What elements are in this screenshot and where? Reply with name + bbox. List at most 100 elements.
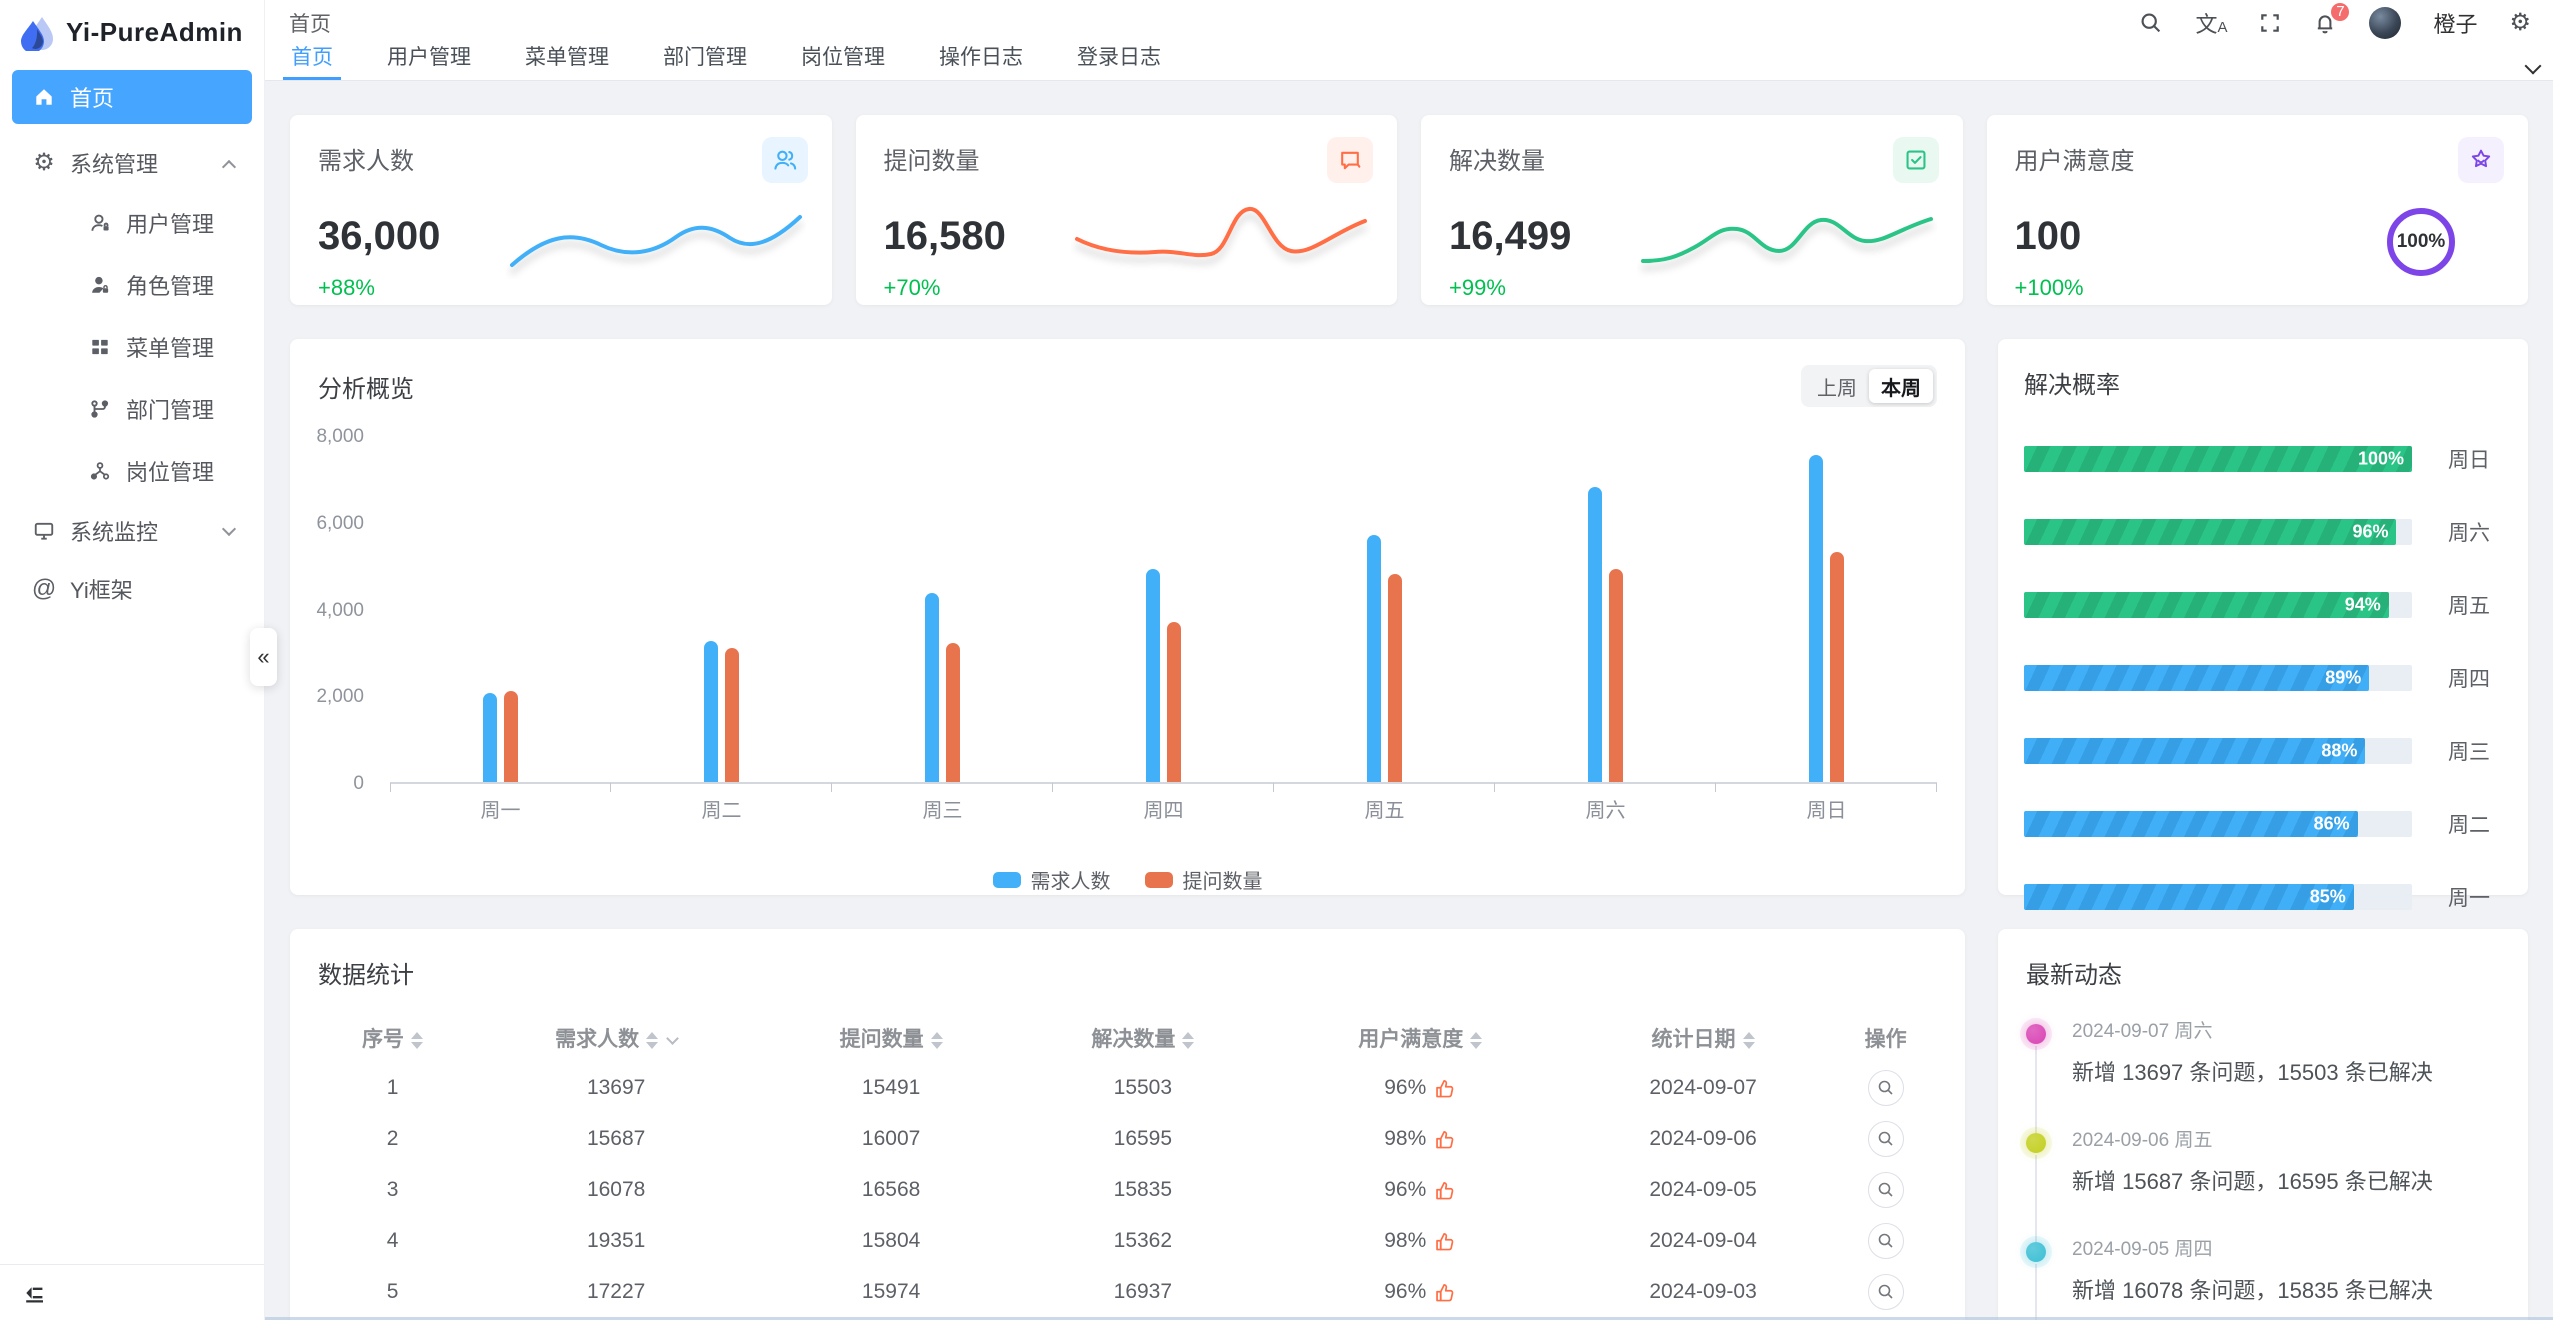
stat-value: 16,499 bbox=[1449, 214, 1572, 258]
tab-部门管理[interactable]: 部门管理 bbox=[663, 46, 747, 69]
sort-carets-icon[interactable] bbox=[1470, 1031, 1483, 1049]
progress-track: 94% bbox=[2024, 592, 2412, 618]
filter-chevron-icon[interactable] bbox=[666, 1032, 680, 1045]
chevron-down-icon bbox=[221, 521, 237, 537]
breadcrumb[interactable]: 首页 bbox=[289, 12, 331, 36]
timeline-dot bbox=[2026, 1133, 2046, 1153]
tabs-more-chevron-icon[interactable] bbox=[2524, 57, 2542, 75]
table-row: 2 15687 16007 16595 98% 2024-09-06 bbox=[318, 1113, 1937, 1164]
bar-需求人数 bbox=[1367, 534, 1381, 782]
sort-carets-icon[interactable] bbox=[1182, 1031, 1195, 1049]
sort-carets-icon[interactable] bbox=[1742, 1031, 1755, 1049]
stat-card-demand: 需求人数 36,000 +88% bbox=[290, 115, 832, 305]
bar-提问数量 bbox=[725, 647, 739, 782]
sidebar: Yi-PureAdmin 首页 ⚙ 系统管理 用户管理 角色管理 菜单管理 部门 bbox=[0, 0, 277, 1320]
toggle-本周[interactable]: 本周 bbox=[1869, 369, 1933, 403]
toggle-上周[interactable]: 上周 bbox=[1805, 369, 1869, 403]
menu-grid-icon bbox=[88, 336, 112, 358]
bar-提问数量 bbox=[1167, 621, 1181, 782]
sort-carets-icon[interactable] bbox=[411, 1031, 424, 1049]
col-header-需求人数[interactable]: 需求人数 bbox=[467, 1014, 765, 1062]
sidebar-item-label: 岗位管理 bbox=[126, 460, 215, 485]
bar-group-周一 bbox=[390, 437, 611, 792]
sidebar-item-label: 菜单管理 bbox=[126, 336, 215, 361]
col-header-序号[interactable]: 序号 bbox=[318, 1014, 467, 1062]
horizontal-scrollbar[interactable] bbox=[0, 1317, 2553, 1320]
legend-swatch bbox=[1144, 871, 1173, 888]
tab-首页[interactable]: 首页 bbox=[283, 41, 341, 80]
search-icon[interactable] bbox=[2139, 11, 2163, 35]
timeline-text: 新增 13697 条问题，15503 条已解决 bbox=[2072, 1060, 2433, 1085]
view-row-button[interactable] bbox=[1867, 1273, 1904, 1310]
search-icon bbox=[1877, 1232, 1895, 1250]
search-icon bbox=[1877, 1283, 1895, 1301]
col-header-用户满意度[interactable]: 用户满意度 bbox=[1269, 1014, 1572, 1062]
col-header-提问数量[interactable]: 提问数量 bbox=[765, 1014, 1017, 1062]
tab-登录日志[interactable]: 登录日志 bbox=[1077, 46, 1161, 69]
progress-fill: 88% bbox=[2024, 738, 2366, 764]
tags-view: 首页 用户管理 菜单管理 部门管理 岗位管理 操作日志 登录日志 bbox=[265, 45, 2553, 81]
sidebar-item-users[interactable]: 用户管理 bbox=[0, 192, 264, 254]
sidebar-item-home[interactable]: 首页 bbox=[12, 70, 252, 124]
legend-item-需求人数[interactable]: 需求人数 bbox=[992, 865, 1111, 894]
progress-percent: 86% bbox=[2313, 813, 2350, 834]
tab-操作日志[interactable]: 操作日志 bbox=[939, 46, 1023, 69]
sidebar-group-monitor[interactable]: 系统监控 bbox=[0, 502, 264, 560]
y-tick-label: 2,000 bbox=[316, 686, 364, 708]
cell-questions: 15804 bbox=[861, 1228, 921, 1252]
solve-probability-card: 解决概率 100% 周日 96% 周六 94% 周五 89% 周四 88% 周三 86% 周二 85% 周… bbox=[1998, 339, 2528, 910]
view-row-button[interactable] bbox=[1867, 1222, 1904, 1259]
cell-index: 3 bbox=[386, 1177, 399, 1201]
stat-value: 16,580 bbox=[883, 214, 1006, 258]
view-row-button[interactable] bbox=[1867, 1171, 1904, 1208]
sidebar-item-departments[interactable]: 部门管理 bbox=[0, 378, 264, 440]
bar-需求人数 bbox=[704, 641, 718, 782]
sidebar-item-label: 首页 bbox=[70, 86, 115, 111]
sidebar-item-framework[interactable]: @ Yi框架 bbox=[0, 560, 264, 618]
tab-岗位管理[interactable]: 岗位管理 bbox=[801, 46, 885, 69]
sidebar-group-label: 系统管理 bbox=[70, 152, 159, 177]
timeline-item: 2024-09-05 周四 新增 16078 条问题，15835 条已解决 bbox=[2026, 1234, 2500, 1320]
sidebar-item-posts[interactable]: 岗位管理 bbox=[0, 440, 264, 502]
tab-用户管理[interactable]: 用户管理 bbox=[387, 46, 471, 69]
col-header-解决数量[interactable]: 解决数量 bbox=[1017, 1014, 1269, 1062]
sidebar-group-system[interactable]: ⚙ 系统管理 bbox=[0, 134, 264, 192]
cell-date: 2024-09-04 bbox=[1649, 1228, 1757, 1252]
progress-percent: 96% bbox=[2352, 521, 2389, 542]
cell-solved: 15835 bbox=[1113, 1177, 1173, 1201]
progress-title: 解决概率 bbox=[2024, 372, 2120, 399]
cell-satisfaction: 96% bbox=[1269, 1266, 1572, 1317]
cell-date: 2024-09-03 bbox=[1649, 1279, 1757, 1303]
progress-percent: 85% bbox=[2309, 886, 2346, 907]
cell-questions: 16007 bbox=[861, 1126, 921, 1150]
fullscreen-icon[interactable] bbox=[2259, 12, 2281, 34]
cell-date: 2024-09-05 bbox=[1649, 1177, 1757, 1201]
sidebar-item-menus[interactable]: 菜单管理 bbox=[0, 316, 264, 378]
stat-delta: +70% bbox=[883, 275, 941, 300]
settings-gear-icon[interactable]: ⚙ bbox=[2509, 8, 2531, 36]
col-header-统计日期[interactable]: 统计日期 bbox=[1572, 1014, 1835, 1062]
avatar[interactable] bbox=[2369, 6, 2402, 39]
week-toggle: 上周 本周 bbox=[1801, 365, 1937, 407]
progress-percent: 89% bbox=[2325, 667, 2362, 688]
sidebar-item-roles[interactable]: 角色管理 bbox=[0, 254, 264, 316]
bell-icon[interactable]: 7 bbox=[2313, 0, 2352, 35]
tab-菜单管理[interactable]: 菜单管理 bbox=[525, 46, 609, 69]
view-row-button[interactable] bbox=[1867, 1069, 1904, 1106]
sidebar-collapse-handle[interactable]: « bbox=[250, 628, 277, 686]
sort-carets-icon[interactable] bbox=[930, 1031, 943, 1049]
legend-item-提问数量[interactable]: 提问数量 bbox=[1144, 865, 1263, 894]
view-row-button[interactable] bbox=[1867, 1120, 1904, 1157]
chart-title: 分析概览 bbox=[318, 375, 414, 403]
username[interactable]: 橙子 bbox=[2433, 11, 2478, 37]
sort-carets-icon[interactable] bbox=[646, 1031, 659, 1049]
bar-group-周五 bbox=[1274, 437, 1495, 792]
y-tick-label: 6,000 bbox=[316, 512, 364, 534]
sparkline-questions bbox=[1075, 207, 1367, 258]
sidebar-item-label: 用户管理 bbox=[126, 212, 215, 237]
menu-fold-icon[interactable] bbox=[22, 1281, 46, 1305]
progress-label: 周四 bbox=[2448, 668, 2490, 691]
progress-label: 周五 bbox=[2448, 595, 2490, 618]
timeline-title: 最新动态 bbox=[2026, 962, 2122, 989]
